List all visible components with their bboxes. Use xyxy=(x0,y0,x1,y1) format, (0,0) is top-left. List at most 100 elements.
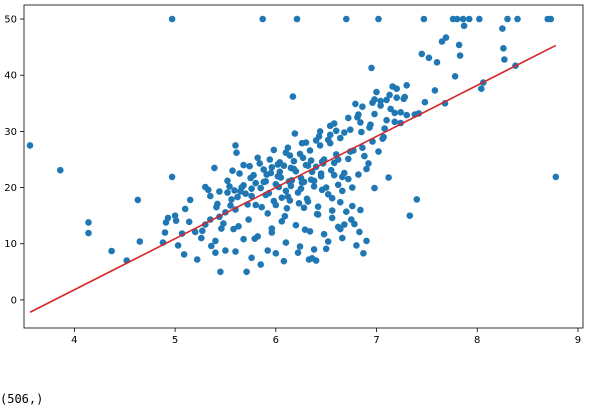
data-point xyxy=(500,45,507,52)
data-point xyxy=(324,238,332,245)
data-point xyxy=(220,220,227,227)
data-point xyxy=(257,184,265,192)
data-point xyxy=(252,179,259,187)
data-point xyxy=(363,237,370,245)
data-point xyxy=(232,142,239,149)
data-point xyxy=(371,184,378,192)
data-point xyxy=(85,229,92,237)
data-point xyxy=(367,121,374,128)
data-point xyxy=(328,214,336,222)
data-point xyxy=(386,91,393,99)
data-point xyxy=(57,166,64,174)
data-point xyxy=(451,73,459,80)
data-point xyxy=(193,256,201,263)
x-tick-label: 7 xyxy=(373,335,379,346)
data-point xyxy=(307,157,315,164)
data-point xyxy=(282,149,290,156)
data-point xyxy=(381,125,388,132)
data-point xyxy=(368,64,375,72)
data-point xyxy=(361,152,368,160)
data-point xyxy=(314,203,322,210)
data-point xyxy=(250,171,257,179)
data-point xyxy=(276,159,284,166)
data-point xyxy=(326,139,334,147)
data-point xyxy=(371,110,378,118)
data-point xyxy=(339,234,346,242)
data-point xyxy=(310,183,318,190)
data-point xyxy=(233,149,240,156)
data-point xyxy=(397,109,405,116)
data-point xyxy=(316,142,324,149)
data-point xyxy=(337,134,344,142)
data-point xyxy=(433,59,441,66)
data-point xyxy=(199,227,206,235)
data-point xyxy=(231,187,238,194)
data-point xyxy=(259,15,267,23)
data-point xyxy=(355,171,362,178)
data-point xyxy=(304,162,312,169)
data-point xyxy=(304,198,312,205)
data-point xyxy=(211,164,218,172)
data-point xyxy=(453,15,461,23)
data-point xyxy=(425,54,433,62)
data-point xyxy=(322,245,330,253)
data-point xyxy=(359,103,366,110)
data-point xyxy=(208,242,215,250)
data-point xyxy=(238,184,245,191)
x-tick-label: 8 xyxy=(474,335,480,346)
data-point xyxy=(287,182,295,190)
data-point xyxy=(353,242,360,249)
data-point xyxy=(268,164,276,171)
data-point xyxy=(332,127,340,135)
data-point xyxy=(243,268,250,276)
data-point xyxy=(393,94,401,101)
data-point xyxy=(337,198,344,206)
data-point xyxy=(240,161,247,169)
data-point xyxy=(337,225,344,233)
data-point xyxy=(310,246,318,253)
data-point xyxy=(314,211,322,218)
data-point xyxy=(341,169,348,177)
data-point xyxy=(286,197,294,204)
data-point xyxy=(284,144,292,151)
data-point xyxy=(254,154,261,162)
data-point xyxy=(383,96,390,104)
data-point xyxy=(393,85,401,92)
data-point xyxy=(371,96,378,103)
data-point xyxy=(401,93,409,101)
data-point xyxy=(504,15,511,23)
data-point xyxy=(345,175,352,183)
data-point xyxy=(254,233,261,240)
data-point xyxy=(246,162,253,170)
data-point xyxy=(282,239,290,246)
data-point xyxy=(326,131,334,139)
data-point xyxy=(360,250,367,257)
x-tick-label: 6 xyxy=(273,335,279,346)
data-point xyxy=(212,237,219,245)
data-point xyxy=(168,173,176,181)
data-point xyxy=(343,208,350,215)
data-point xyxy=(262,178,270,185)
data-point xyxy=(248,185,255,192)
data-point xyxy=(499,25,506,32)
data-point xyxy=(229,167,236,174)
data-point xyxy=(270,146,278,154)
cell-output-text: (506,) xyxy=(0,392,44,406)
data-point xyxy=(290,165,298,173)
data-point xyxy=(357,206,364,214)
data-point xyxy=(136,238,144,245)
data-point xyxy=(222,247,229,254)
data-point xyxy=(257,261,265,268)
x-tick-label: 5 xyxy=(172,335,178,346)
data-point xyxy=(85,219,92,226)
data-point xyxy=(347,126,354,133)
y-tick-label: 40 xyxy=(4,71,17,82)
data-point xyxy=(186,196,194,204)
data-point xyxy=(276,168,284,176)
data-point xyxy=(359,144,366,151)
data-point xyxy=(108,247,115,255)
data-point xyxy=(266,156,274,163)
data-point xyxy=(256,160,264,167)
data-point xyxy=(295,200,303,207)
data-point xyxy=(240,235,247,243)
